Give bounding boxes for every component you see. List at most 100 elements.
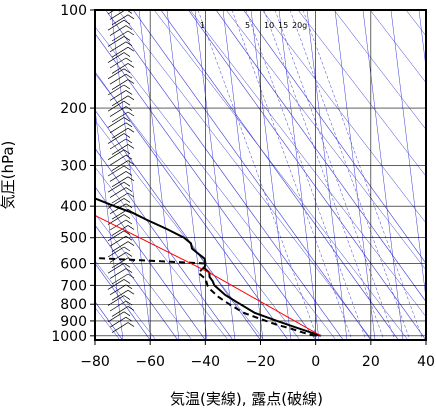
temperature-profile-line bbox=[95, 197, 322, 337]
wind-barb bbox=[109, 284, 127, 296]
wind-barb-flag bbox=[125, 154, 133, 160]
adiabat-line bbox=[153, 10, 409, 340]
x-tick-label: 0 bbox=[311, 354, 320, 370]
adiabat-line bbox=[189, 10, 426, 318]
y-tick-label: 500 bbox=[60, 231, 87, 247]
isotherm-line bbox=[95, 71, 289, 340]
wind-barb-flag bbox=[127, 144, 135, 149]
adiabat-line bbox=[95, 166, 229, 340]
wind-barb-flag bbox=[124, 4, 130, 8]
wind-barb-flag bbox=[123, 279, 131, 284]
wind-barb bbox=[111, 225, 129, 236]
wind-barb-flag bbox=[125, 106, 133, 111]
wind-barb-flag bbox=[127, 176, 135, 182]
dry-adiabat-line bbox=[138, 10, 180, 340]
dry-adiabat-line bbox=[95, 106, 124, 340]
wind-barb-flag bbox=[127, 14, 135, 20]
dry-adiabat-line bbox=[418, 10, 426, 70]
adiabat-line bbox=[117, 10, 373, 340]
wind-barb bbox=[107, 230, 125, 242]
adiabat-line bbox=[95, 26, 337, 340]
x-tick-label: 40 bbox=[417, 354, 435, 370]
wind-barb-flag bbox=[123, 133, 131, 138]
wind-barb-flag bbox=[123, 100, 131, 106]
wind-barb bbox=[107, 133, 125, 144]
adiabat-line bbox=[261, 10, 426, 224]
wind-barb-flag bbox=[125, 252, 133, 257]
y-tick-label: 900 bbox=[60, 314, 87, 330]
wind-barb bbox=[111, 14, 129, 26]
wind-barb bbox=[111, 273, 129, 285]
parcel-profile-line bbox=[95, 215, 322, 337]
wind-barb bbox=[111, 111, 129, 123]
isotherm-line bbox=[95, 147, 234, 340]
wind-barb bbox=[107, 19, 125, 31]
x-tick-label: −60 bbox=[135, 354, 165, 370]
x-tick-label: 20 bbox=[362, 354, 380, 370]
wind-barb bbox=[109, 316, 127, 328]
wind-barb-flag bbox=[123, 149, 131, 155]
mixing-ratio-labels: 1 5 10 15 20g bbox=[200, 21, 307, 30]
y-tick-label: 800 bbox=[60, 297, 87, 313]
axes-layer: −80 −60 −40 −20 0 20 40 100 200 300 400 500 600 700 80… bbox=[51, 3, 435, 370]
wind-barb bbox=[111, 322, 129, 333]
wind-barb-flag bbox=[127, 306, 135, 311]
adiabat-line bbox=[333, 10, 426, 130]
isotherm-line bbox=[243, 10, 426, 264]
wind-barb bbox=[111, 30, 129, 42]
wind-barb-flag bbox=[127, 111, 135, 117]
wind-barb bbox=[109, 106, 127, 117]
wind-barb-flag bbox=[123, 52, 131, 57]
wind-barb-flag bbox=[125, 138, 133, 144]
wind-barb-flag bbox=[123, 311, 131, 317]
wind-barb-flag bbox=[125, 57, 133, 63]
wind-barb-flag bbox=[123, 19, 131, 25]
wind-barb-flag bbox=[127, 289, 135, 295]
wind-barb-flag bbox=[125, 235, 133, 241]
dry-adiabat-line bbox=[306, 10, 348, 340]
mixing-ratio-label: 5 bbox=[245, 21, 250, 30]
wind-barb bbox=[107, 84, 125, 96]
wind-barb bbox=[111, 46, 129, 58]
adiabat-line bbox=[419, 0, 436, 370]
wind-barb-flag bbox=[125, 284, 133, 290]
wind-barb-flag bbox=[125, 187, 133, 192]
wind-barb-flag bbox=[127, 63, 135, 68]
wind-barb-flag bbox=[125, 300, 133, 306]
wind-barb-flag bbox=[125, 90, 133, 95]
isotherm-line bbox=[215, 10, 426, 303]
wind-barb bbox=[109, 300, 127, 312]
wind-barb-flag bbox=[123, 295, 131, 300]
x-tick-label: −40 bbox=[191, 354, 221, 370]
y-axis-title: 気圧(hPa) bbox=[0, 141, 17, 210]
wind-barb bbox=[109, 57, 127, 69]
dry-adiabat-line bbox=[390, 10, 426, 301]
mixing-ratio-line bbox=[274, 10, 396, 340]
wind-barb bbox=[107, 311, 125, 323]
wind-barb bbox=[107, 295, 125, 306]
y-tick-label: 1000 bbox=[51, 329, 87, 345]
wind-barb bbox=[109, 203, 127, 215]
y-tick-label: 600 bbox=[60, 257, 87, 273]
wind-barb-flag bbox=[127, 241, 135, 246]
y-tick-label: 700 bbox=[60, 278, 87, 294]
wind-barb bbox=[111, 63, 129, 74]
dewpoint-profile-line bbox=[95, 204, 316, 337]
isotherm-line bbox=[95, 262, 151, 340]
wind-barb bbox=[111, 289, 129, 301]
wind-barb bbox=[109, 90, 127, 101]
series-layer bbox=[95, 197, 322, 337]
adiabat-line bbox=[95, 260, 157, 340]
wind-barb bbox=[109, 268, 127, 279]
adiabat-line bbox=[95, 119, 265, 340]
mixing-ratio-label: 10 bbox=[264, 21, 274, 30]
wind-barb-column bbox=[107, 4, 135, 333]
wind-barb-flag bbox=[125, 73, 133, 79]
mixing-ratio-label: 1 bbox=[200, 21, 205, 30]
y-tick-label: 100 bbox=[60, 3, 87, 19]
wind-barb bbox=[107, 68, 125, 80]
mixing-ratio-line bbox=[231, 10, 353, 340]
dry-adiabat-line bbox=[334, 10, 376, 340]
isotherm-line bbox=[132, 10, 372, 340]
